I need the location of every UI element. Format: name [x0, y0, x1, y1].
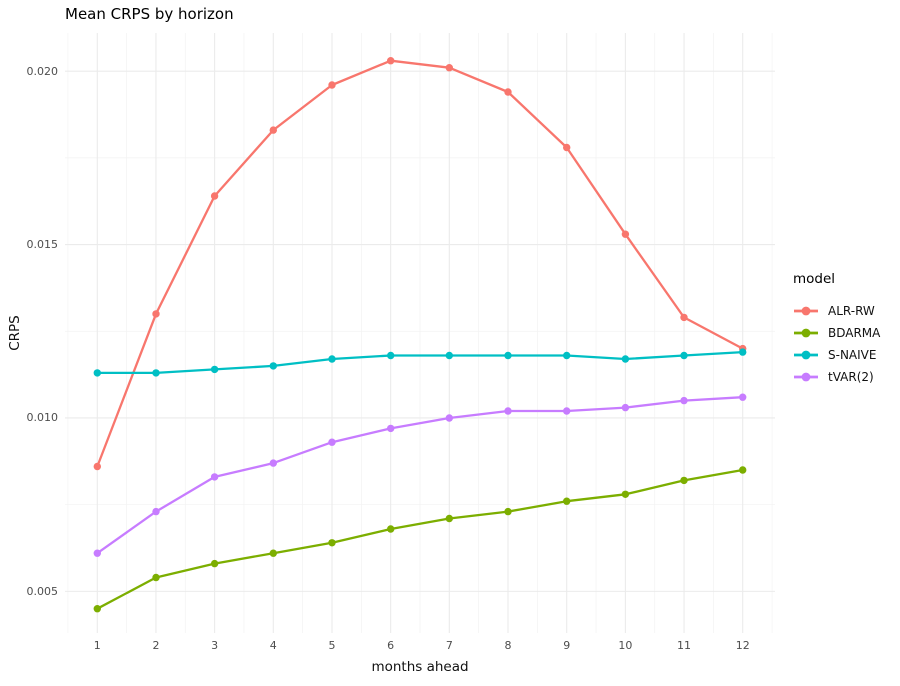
legend-item-label: BDARMA — [828, 326, 881, 340]
legend: model ALR-RW BDARMA S-NAIVE tVAR(2) — [793, 271, 880, 388]
x-tick-label: 9 — [563, 639, 571, 652]
data-point-tVAR(2) — [739, 393, 747, 401]
data-point-S-NAIVE — [210, 365, 219, 374]
data-point-tVAR(2) — [445, 414, 453, 422]
data-point-BDARMA — [210, 559, 219, 568]
data-point-BDARMA — [269, 549, 277, 557]
data-point-ALR-RW — [210, 192, 219, 200]
data-point-S-NAIVE — [328, 355, 336, 363]
legend-key-icon — [794, 328, 818, 338]
x-tick-label: 4 — [269, 639, 277, 652]
x-tick-label: 11 — [677, 639, 692, 652]
data-point-ALR-RW — [269, 126, 277, 134]
x-tick-label: 8 — [504, 639, 512, 652]
legend-key-icon — [794, 372, 818, 382]
data-point-BDARMA — [387, 525, 395, 533]
data-point-tVAR(2) — [269, 459, 277, 467]
y-tick-label: 0.020 — [26, 64, 59, 78]
series-line-S-NAIVE — [96, 350, 744, 375]
legend-key-point — [801, 350, 811, 360]
data-point-tVAR(2) — [680, 396, 688, 405]
data-point-S-NAIVE — [445, 351, 453, 360]
x-tick-label: 6 — [387, 639, 395, 652]
legend-key-point — [801, 306, 811, 316]
x-tick-label: 2 — [152, 639, 160, 652]
legend-key-icon — [794, 350, 818, 360]
chart-title: Mean CRPS by horizon — [65, 5, 234, 23]
data-point-ALR-RW — [563, 143, 571, 152]
data-point-BDARMA — [504, 507, 512, 516]
data-point-ALR-RW — [504, 88, 512, 96]
legend-items: ALR-RW BDARMA S-NAIVE tVAR(2) — [793, 300, 880, 388]
data-point-tVAR(2) — [621, 403, 630, 412]
data-point-BDARMA — [445, 514, 453, 523]
data-point-S-NAIVE — [563, 351, 571, 360]
data-point-tVAR(2) — [387, 424, 395, 433]
legend-key-icon — [794, 306, 818, 316]
x-tick-label: 7 — [445, 639, 453, 652]
series-line-BDARMA — [96, 468, 744, 610]
series-line-ALR-RW — [96, 59, 744, 468]
x-axis-title: months ahead — [371, 659, 469, 675]
data-point-S-NAIVE — [739, 348, 747, 356]
data-point-tVAR(2) — [93, 549, 101, 557]
data-point-ALR-RW — [152, 310, 160, 318]
y-tick-label: 0.005 — [26, 584, 59, 598]
legend-key-point — [801, 372, 811, 382]
y-tick-label: 0.015 — [26, 238, 59, 252]
x-tick-label: 3 — [211, 639, 219, 652]
data-point-S-NAIVE — [621, 355, 630, 363]
data-point-S-NAIVE — [680, 351, 688, 360]
data-point-ALR-RW — [680, 313, 688, 322]
data-point-tVAR(2) — [328, 438, 336, 446]
plot-panel — [65, 33, 775, 633]
data-point-BDARMA — [563, 497, 571, 505]
data-point-BDARMA — [328, 539, 336, 547]
legend-item-label: tVAR(2) — [828, 370, 874, 384]
data-point-S-NAIVE — [504, 351, 512, 360]
legend-item-tVAR(2): tVAR(2) — [793, 366, 880, 388]
data-point-BDARMA — [680, 476, 688, 485]
data-point-ALR-RW — [445, 64, 453, 72]
data-point-S-NAIVE — [152, 369, 160, 377]
x-tick-label: 5 — [328, 639, 336, 652]
data-point-tVAR(2) — [210, 473, 219, 481]
legend-item-label: ALR-RW — [828, 304, 875, 318]
y-tick-label: 0.010 — [26, 411, 59, 425]
data-point-ALR-RW — [387, 57, 395, 65]
data-point-BDARMA — [621, 490, 630, 498]
data-point-S-NAIVE — [269, 362, 277, 370]
data-point-ALR-RW — [93, 462, 101, 471]
data-point-BDARMA — [152, 573, 160, 582]
y-axis-title: CRPS — [7, 315, 23, 351]
data-point-tVAR(2) — [152, 507, 160, 516]
legend-key-point — [801, 328, 811, 338]
data-point-BDARMA — [739, 466, 747, 474]
legend-item-label: S-NAIVE — [828, 348, 877, 362]
data-point-BDARMA — [93, 605, 101, 613]
legend-item-BDARMA: BDARMA — [793, 322, 880, 344]
legend-item-S-NAIVE: S-NAIVE — [793, 344, 880, 366]
data-point-tVAR(2) — [504, 407, 512, 415]
legend-item-ALR-RW: ALR-RW — [793, 300, 880, 322]
x-tick-label: 12 — [735, 639, 750, 652]
x-tick-label: 10 — [618, 639, 633, 652]
data-point-ALR-RW — [328, 81, 336, 89]
data-point-S-NAIVE — [93, 369, 101, 377]
data-point-tVAR(2) — [563, 407, 571, 415]
data-point-ALR-RW — [621, 230, 630, 238]
data-point-S-NAIVE — [387, 351, 395, 360]
legend-title: model — [793, 271, 836, 287]
series-line-tVAR(2) — [96, 396, 744, 555]
x-tick-label: 1 — [93, 639, 101, 652]
